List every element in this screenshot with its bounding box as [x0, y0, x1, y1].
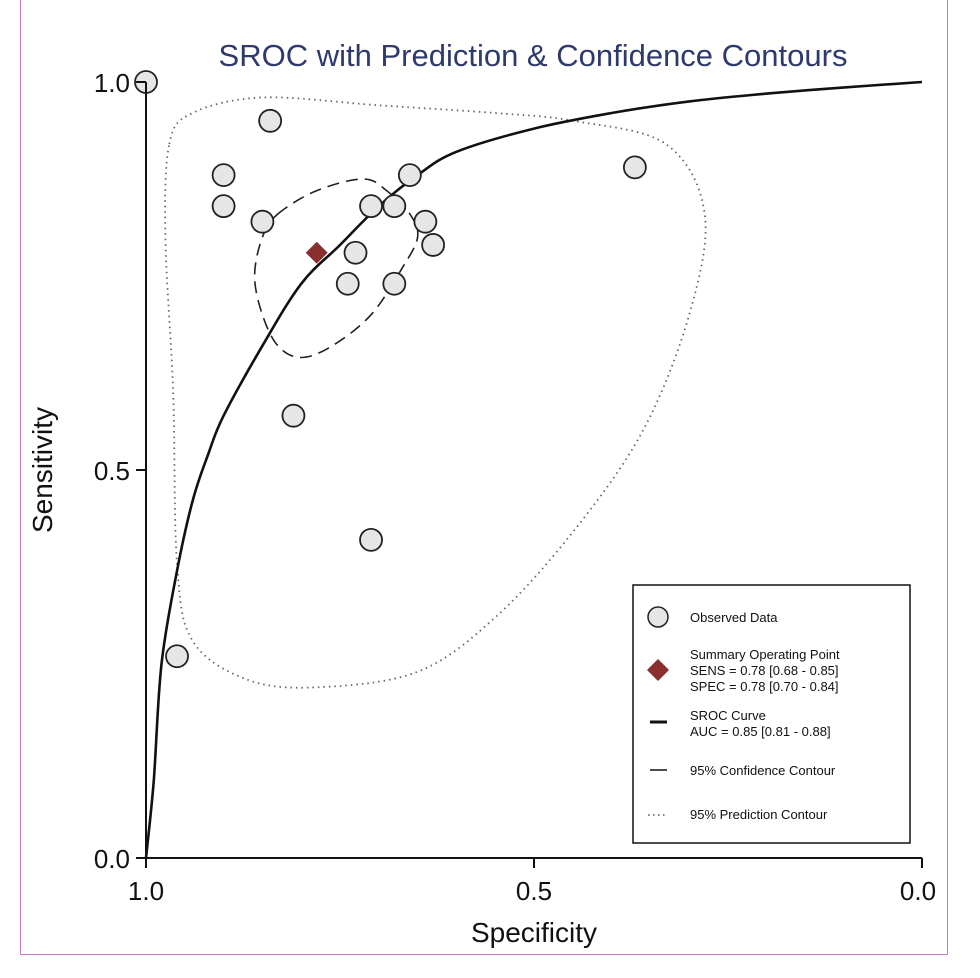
x-axis-label: Specificity [471, 917, 597, 948]
observed-point-5 [250, 209, 275, 234]
observed-point-12 [335, 271, 360, 296]
legend-summary-sens: SENS = 0.78 [0.68 - 0.85] [690, 663, 839, 678]
legend-summary-marker [647, 659, 669, 681]
figure-frame [20, 0, 948, 955]
plot-area [134, 70, 923, 859]
x-tick-label-left: 1.0 [128, 876, 164, 906]
y-tick-label-bottom: 0.0 [94, 844, 130, 874]
observed-point-3 [211, 163, 236, 188]
x-tick-label-mid: 0.5 [516, 876, 552, 906]
legend-confidence-label: 95% Confidence Contour [690, 763, 836, 778]
legend-observed-label: Observed Data [690, 610, 778, 625]
legend-sroc-label: SROC Curve [690, 708, 766, 723]
observed-point-8 [382, 194, 407, 219]
observed-point-4 [211, 194, 236, 219]
observed-point-2 [258, 108, 283, 133]
legend-prediction-label: 95% Prediction Contour [690, 807, 828, 822]
legend-observed-marker [647, 606, 669, 628]
legend-summary-label: Summary Operating Point [690, 647, 840, 662]
observed-point-9 [413, 209, 438, 234]
legend: Observed Data Summary Operating Point SE… [632, 584, 911, 844]
observed-point-11 [343, 240, 368, 265]
observed-point-17 [165, 644, 189, 669]
x-tick-label-right: 0.0 [900, 876, 936, 906]
legend-sroc-auc: AUC = 0.85 [0.81 - 0.88] [690, 724, 831, 739]
chart-title: SROC with Prediction & Confidence Contou… [219, 38, 848, 73]
y-axis-label: Sensitivity [27, 407, 58, 533]
legend-summary-spec: SPEC = 0.78 [0.70 - 0.84] [690, 679, 839, 694]
observed-point-14 [622, 155, 647, 180]
observed-point-6 [397, 163, 422, 188]
y-tick-label-mid: 0.5 [94, 456, 130, 486]
legend-box [632, 584, 911, 844]
observed-point-10 [421, 233, 446, 257]
observed-point-16 [359, 527, 383, 552]
observed-point-7 [359, 194, 383, 219]
summary-operating-point [305, 241, 328, 264]
observed-point-13 [382, 271, 407, 296]
prediction-contour [164, 96, 707, 689]
sroc-curve [144, 80, 923, 859]
y-tick-label-top: 1.0 [94, 68, 130, 98]
observed-point-15 [281, 403, 306, 428]
confidence-contour [253, 178, 419, 359]
